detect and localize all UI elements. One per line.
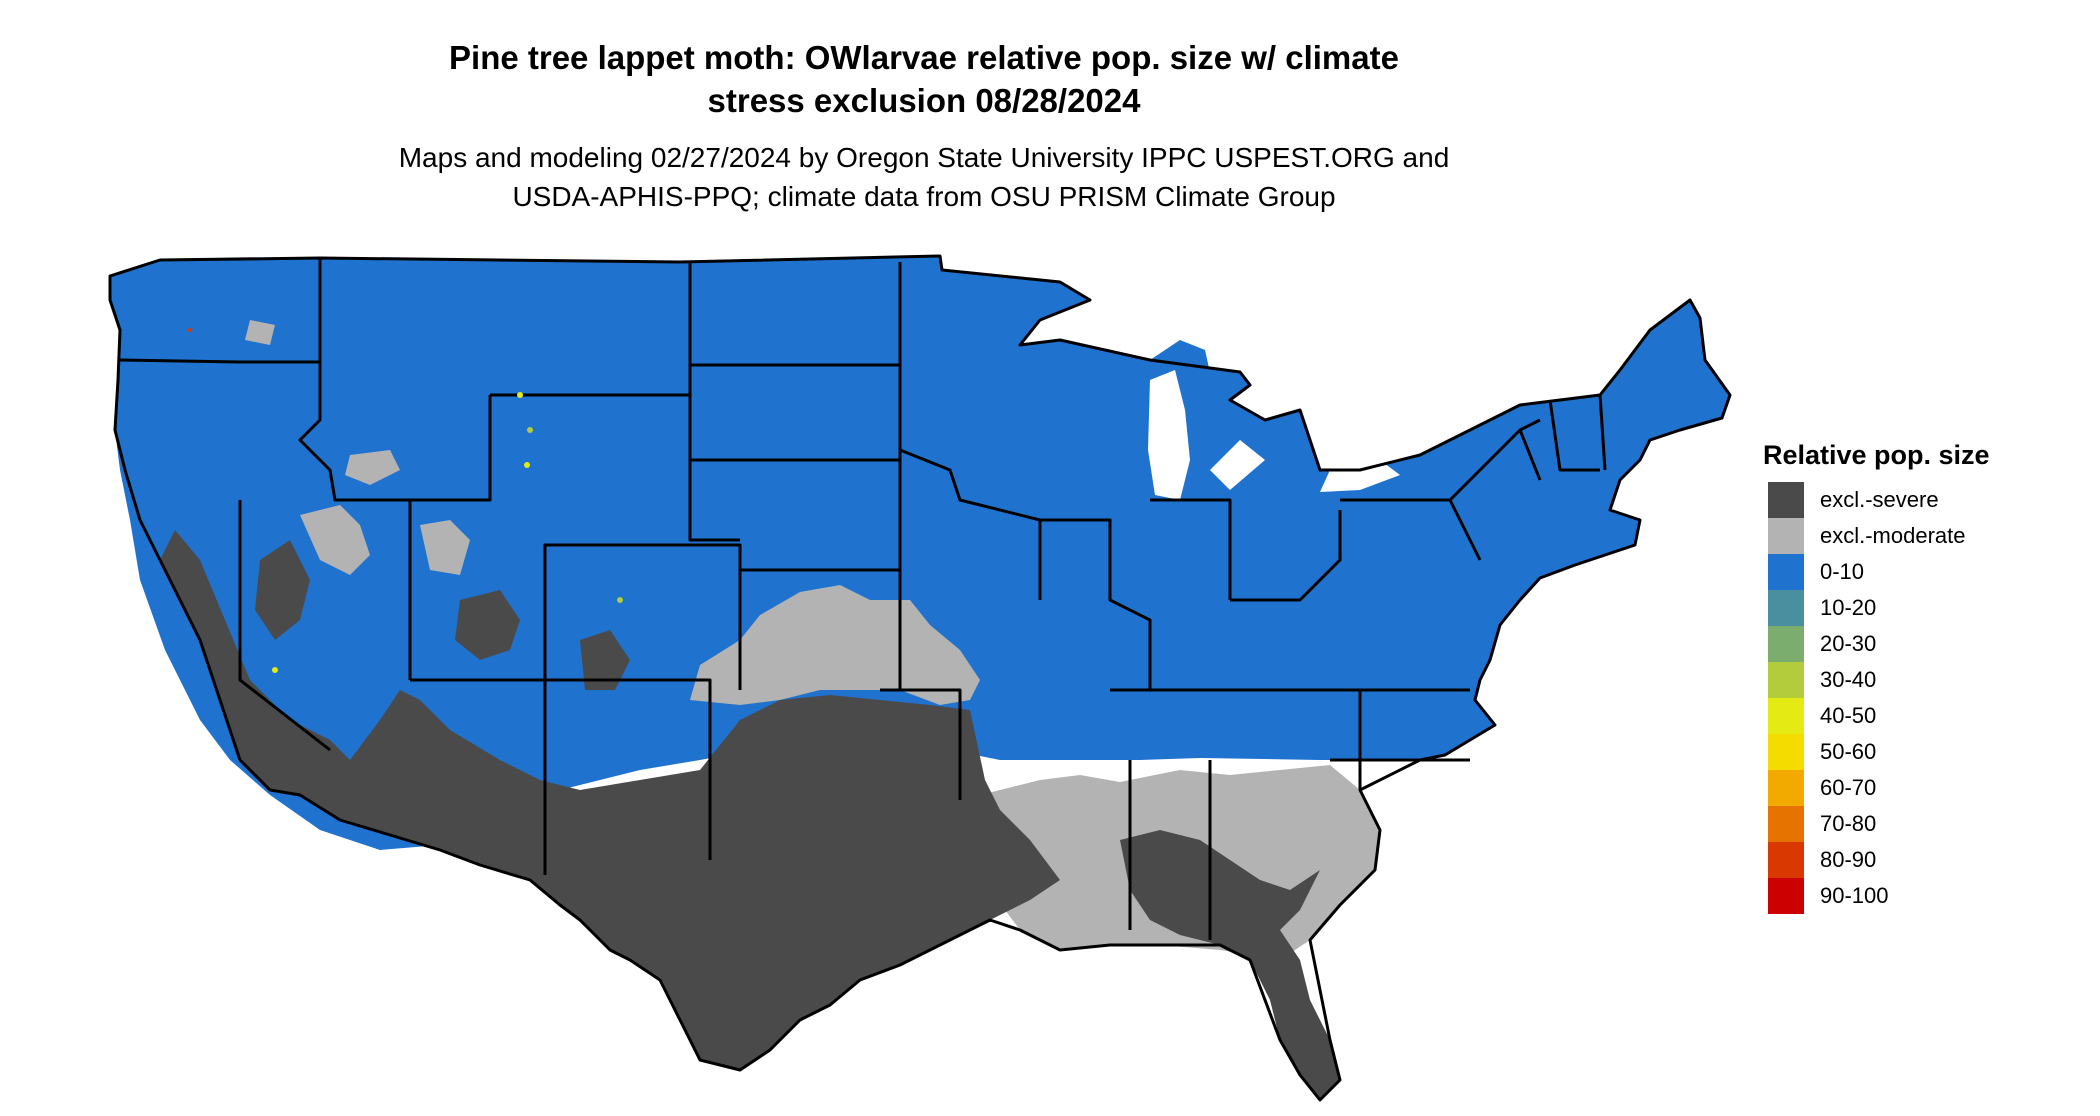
legend: Relative pop. size excl.-severe excl.-mod… [1763,438,2088,914]
legend-label: 90-100 [1820,883,1889,908]
legend-item: 20-30 [1768,626,2088,662]
map-title: Pine tree lappet moth: OWlarvae relative… [0,36,1848,122]
legend-swatch [1768,878,1804,914]
legend-label: 40-50 [1820,703,1877,728]
legend-swatch [1768,626,1804,662]
title-line-1: Pine tree lappet moth: OWlarvae relative… [449,39,1399,76]
title-line-2: stress exclusion 08/28/2024 [707,82,1141,119]
legend-title: Relative pop. size [1763,440,1990,470]
legend-label: 50-60 [1820,739,1877,764]
legend-label: 80-90 [1820,847,1877,872]
legend-label: 70-80 [1820,811,1877,836]
legend-label: 0-10 [1820,559,1865,584]
legend-item: 40-50 [1768,698,2088,734]
legend-swatch [1768,662,1804,698]
legend-swatch [1768,518,1804,554]
legend-item: 90-100 [1768,878,2088,914]
legend-item: excl.-moderate [1768,518,2088,554]
state-borders [108,254,1732,1102]
legend-item: 80-90 [1768,842,2088,878]
thermal-highlights [188,328,623,673]
exclusion-severe-zones [160,530,1340,1100]
legend-swatch [1768,698,1804,734]
legend-item: 60-70 [1768,770,2088,806]
water-bodies [1060,318,1400,500]
legend-label: 30-40 [1820,667,1877,692]
legend-label: excl.-moderate [1820,523,1966,548]
legend-label: 60-70 [1820,775,1877,800]
legend-swatch [1768,842,1804,878]
legend-item: 30-40 [1768,662,2088,698]
legend-item: 0-10 [1768,554,2088,590]
legend-swatch [1768,806,1804,842]
legend-label: excl.-severe [1820,487,1939,512]
legend-swatch [1768,482,1804,518]
map-subtitle: Maps and modeling 02/27/2024 by Oregon S… [0,138,1848,216]
legend-item: 50-60 [1768,734,2088,770]
subtitle-line-1: Maps and modeling 02/27/2024 by Oregon S… [398,142,1450,173]
legend-item: excl.-severe [1768,482,2088,518]
subtitle-line-2: USDA-APHIS-PPQ; climate data from OSU PR… [512,181,1336,212]
legend-swatch [1768,590,1804,626]
legend-item: 70-80 [1768,806,2088,842]
legend-item: 10-20 [1768,590,2088,626]
legend-items: excl.-severe excl.-moderate 0-10 10-20 20-30… [1768,482,2088,914]
legend-swatch [1768,554,1804,590]
legend-label: 10-20 [1820,595,1877,620]
legend-swatch [1768,734,1804,770]
legend-swatch [1768,770,1804,806]
legend-label: 20-30 [1820,631,1877,656]
